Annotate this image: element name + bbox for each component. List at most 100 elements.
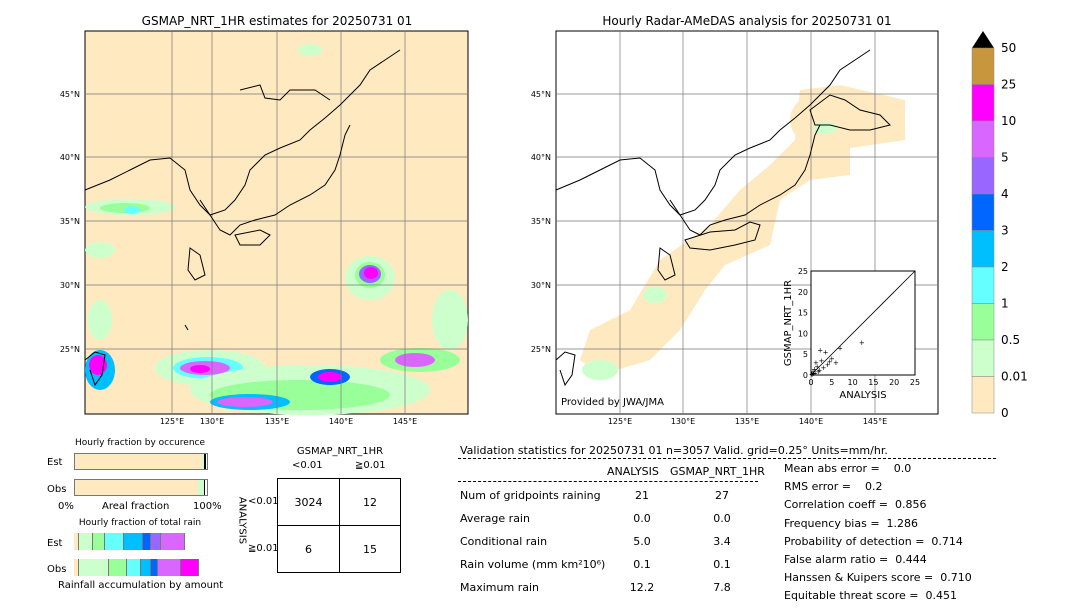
scatter-point: + <box>818 357 824 365</box>
fraction-segment <box>79 533 94 550</box>
lon-label: 135°E <box>265 417 289 425</box>
scatter-x-tick: 15 <box>868 378 878 387</box>
scatter-point: + <box>812 369 818 377</box>
lon-label: 125°E <box>608 417 632 425</box>
scatter-point: + <box>816 368 822 376</box>
colorbar-label: 0 <box>1001 406 1009 418</box>
radar-credit: Provided by JWA/JMA <box>561 397 664 408</box>
colorbar-box <box>971 303 995 341</box>
fraction-segment <box>197 480 205 495</box>
right-map-coastline <box>555 49 891 387</box>
scatter-y-tick: 5 <box>803 350 808 359</box>
validation-score: Equitable threat score = 0.451 <box>784 589 957 603</box>
scatter-y-tick: 10 <box>798 329 808 338</box>
validation-col-gsmap: GSMAP_NRT_1HR <box>670 465 765 478</box>
colorbar-box <box>971 47 995 85</box>
occ-row-est: Est <box>47 457 63 468</box>
fraction-segment <box>79 559 110 576</box>
validation-row-analysis: 5.0 <box>633 535 651 548</box>
scatter-point: + <box>829 355 835 363</box>
lon-label: 135°E <box>735 417 759 425</box>
lat-label: 30°N <box>531 281 551 290</box>
colorbar-label: 3 <box>1001 224 1009 238</box>
validation-row-gsmap: 0.0 <box>713 512 731 525</box>
validation-row-gsmap: 27 <box>715 489 729 502</box>
right-map: 45°N 40°N 35°N 30°N 25°N 125°E 130°E 135… <box>531 30 939 425</box>
fraction-occurrence-title: Hourly fraction by occurence <box>74 438 206 448</box>
right-map-title: Hourly Radar-AMeDAS analysis for 2025073… <box>602 14 892 28</box>
scatter-point: + <box>825 361 831 369</box>
scatter-x-ticks: 0 5 10 15 20 25 <box>808 378 920 387</box>
colorbar-labels: 50 25 10 5 4 3 2 1 0.5 0.01 0 <box>1001 41 1028 418</box>
colorbar-box <box>971 339 995 377</box>
validation-row-label: Conditional rain <box>460 535 548 548</box>
validation-score: Hanssen & Kuipers score = 0.710 <box>784 571 972 585</box>
fraction-segment <box>181 559 199 576</box>
left-map-coastline <box>84 49 401 387</box>
colorbar-box <box>971 157 995 195</box>
scatter-point: + <box>827 358 833 366</box>
contingency-cell: 15 <box>363 543 377 556</box>
scatter-x-tick: 0 <box>808 378 813 387</box>
validation-row-label: Num of gridpoints raining <box>460 489 601 502</box>
scatter-points: +++++++++++++++++ +++ <box>809 339 865 379</box>
fraction-segment <box>161 533 186 550</box>
occ-xmax: 100% <box>193 501 222 512</box>
scatter-x-tick: 5 <box>829 378 834 387</box>
colorbar-label: 10 <box>1001 114 1016 128</box>
validation-score: Mean abs error = 0.0 <box>784 462 912 475</box>
validation-header: Validation statistics for 20250731 01 n=… <box>460 444 888 457</box>
scatter-point: + <box>814 363 820 371</box>
colorbar-box <box>971 230 995 268</box>
scatter-x-tick: 25 <box>910 378 920 387</box>
scatter-y-tick: 25 <box>798 267 808 276</box>
validation-score: False alarm ratio = 0.444 <box>784 553 927 566</box>
occ-xmin: 0% <box>58 501 74 512</box>
tot-xlabel: Rainfall accumulation by amount <box>58 580 224 591</box>
scatter-point: + <box>811 365 817 373</box>
lon-label: 125°E <box>160 417 184 425</box>
fraction-segment <box>123 533 144 550</box>
colorbar-box <box>971 120 995 158</box>
fraction-segment <box>109 559 127 576</box>
validation-sub-dash <box>458 481 758 482</box>
lon-label: 140°E <box>329 417 353 425</box>
colorbar-label: 4 <box>1001 187 1009 201</box>
fraction-segment <box>151 559 158 576</box>
occ-est-bar <box>74 453 208 470</box>
fraction-segment <box>202 454 204 469</box>
lon-label: 140°E <box>799 417 823 425</box>
lon-label: 145°E <box>393 417 417 425</box>
scatter-xlabel: ANALYSIS <box>839 390 886 401</box>
validation-row-gsmap: 0.1 <box>713 558 731 571</box>
validation-row-gsmap: 7.8 <box>713 581 731 594</box>
colorbar-label: 0.01 <box>1001 370 1028 384</box>
validation-dash-line <box>458 458 996 459</box>
scatter-plot: +++++++++++++++++ +++ 0 5 10 15 20 25 0 5 10 15 20… <box>783 267 920 401</box>
scatter-point: + <box>833 359 839 367</box>
validation-row-analysis: 0.1 <box>633 558 651 571</box>
colorbar-label: 50 <box>1001 41 1016 55</box>
occ-obs-bar <box>74 479 208 496</box>
contingency-col-1: ≧0.01 <box>355 460 386 471</box>
colorbar: 50 25 10 5 4 3 2 1 0.5 0.01 0 <box>971 31 1028 418</box>
contingency-cell: 3024 <box>294 496 323 509</box>
contingency-hline <box>278 525 400 526</box>
fraction-segment <box>126 559 141 576</box>
scatter-point: + <box>809 370 815 378</box>
scatter-ylabel: GSMAP_NRT_1HR <box>783 280 794 366</box>
colorbar-box <box>971 376 995 414</box>
scatter-point: + <box>859 339 865 347</box>
scatter-point: + <box>837 344 843 352</box>
tot-est-bar <box>74 533 208 550</box>
scatter-y-ticks: 0 5 10 15 20 25 <box>798 267 808 380</box>
scatter-x-tick: 20 <box>889 378 899 387</box>
contingency-title: GSMAP_NRT_1HR <box>296 446 384 457</box>
left-map-lat-labels: 45°N 40°N 35°N 30°N 25°N <box>60 90 80 354</box>
colorbar-label: 2 <box>1001 260 1009 274</box>
scatter-x-tick: 10 <box>848 378 858 387</box>
contingency-row-1: ≧0.01 <box>248 543 279 554</box>
colorbar-label: 0.5 <box>1001 333 1020 347</box>
fraction-segment <box>203 454 206 469</box>
validation-row-analysis: 21 <box>635 489 649 502</box>
